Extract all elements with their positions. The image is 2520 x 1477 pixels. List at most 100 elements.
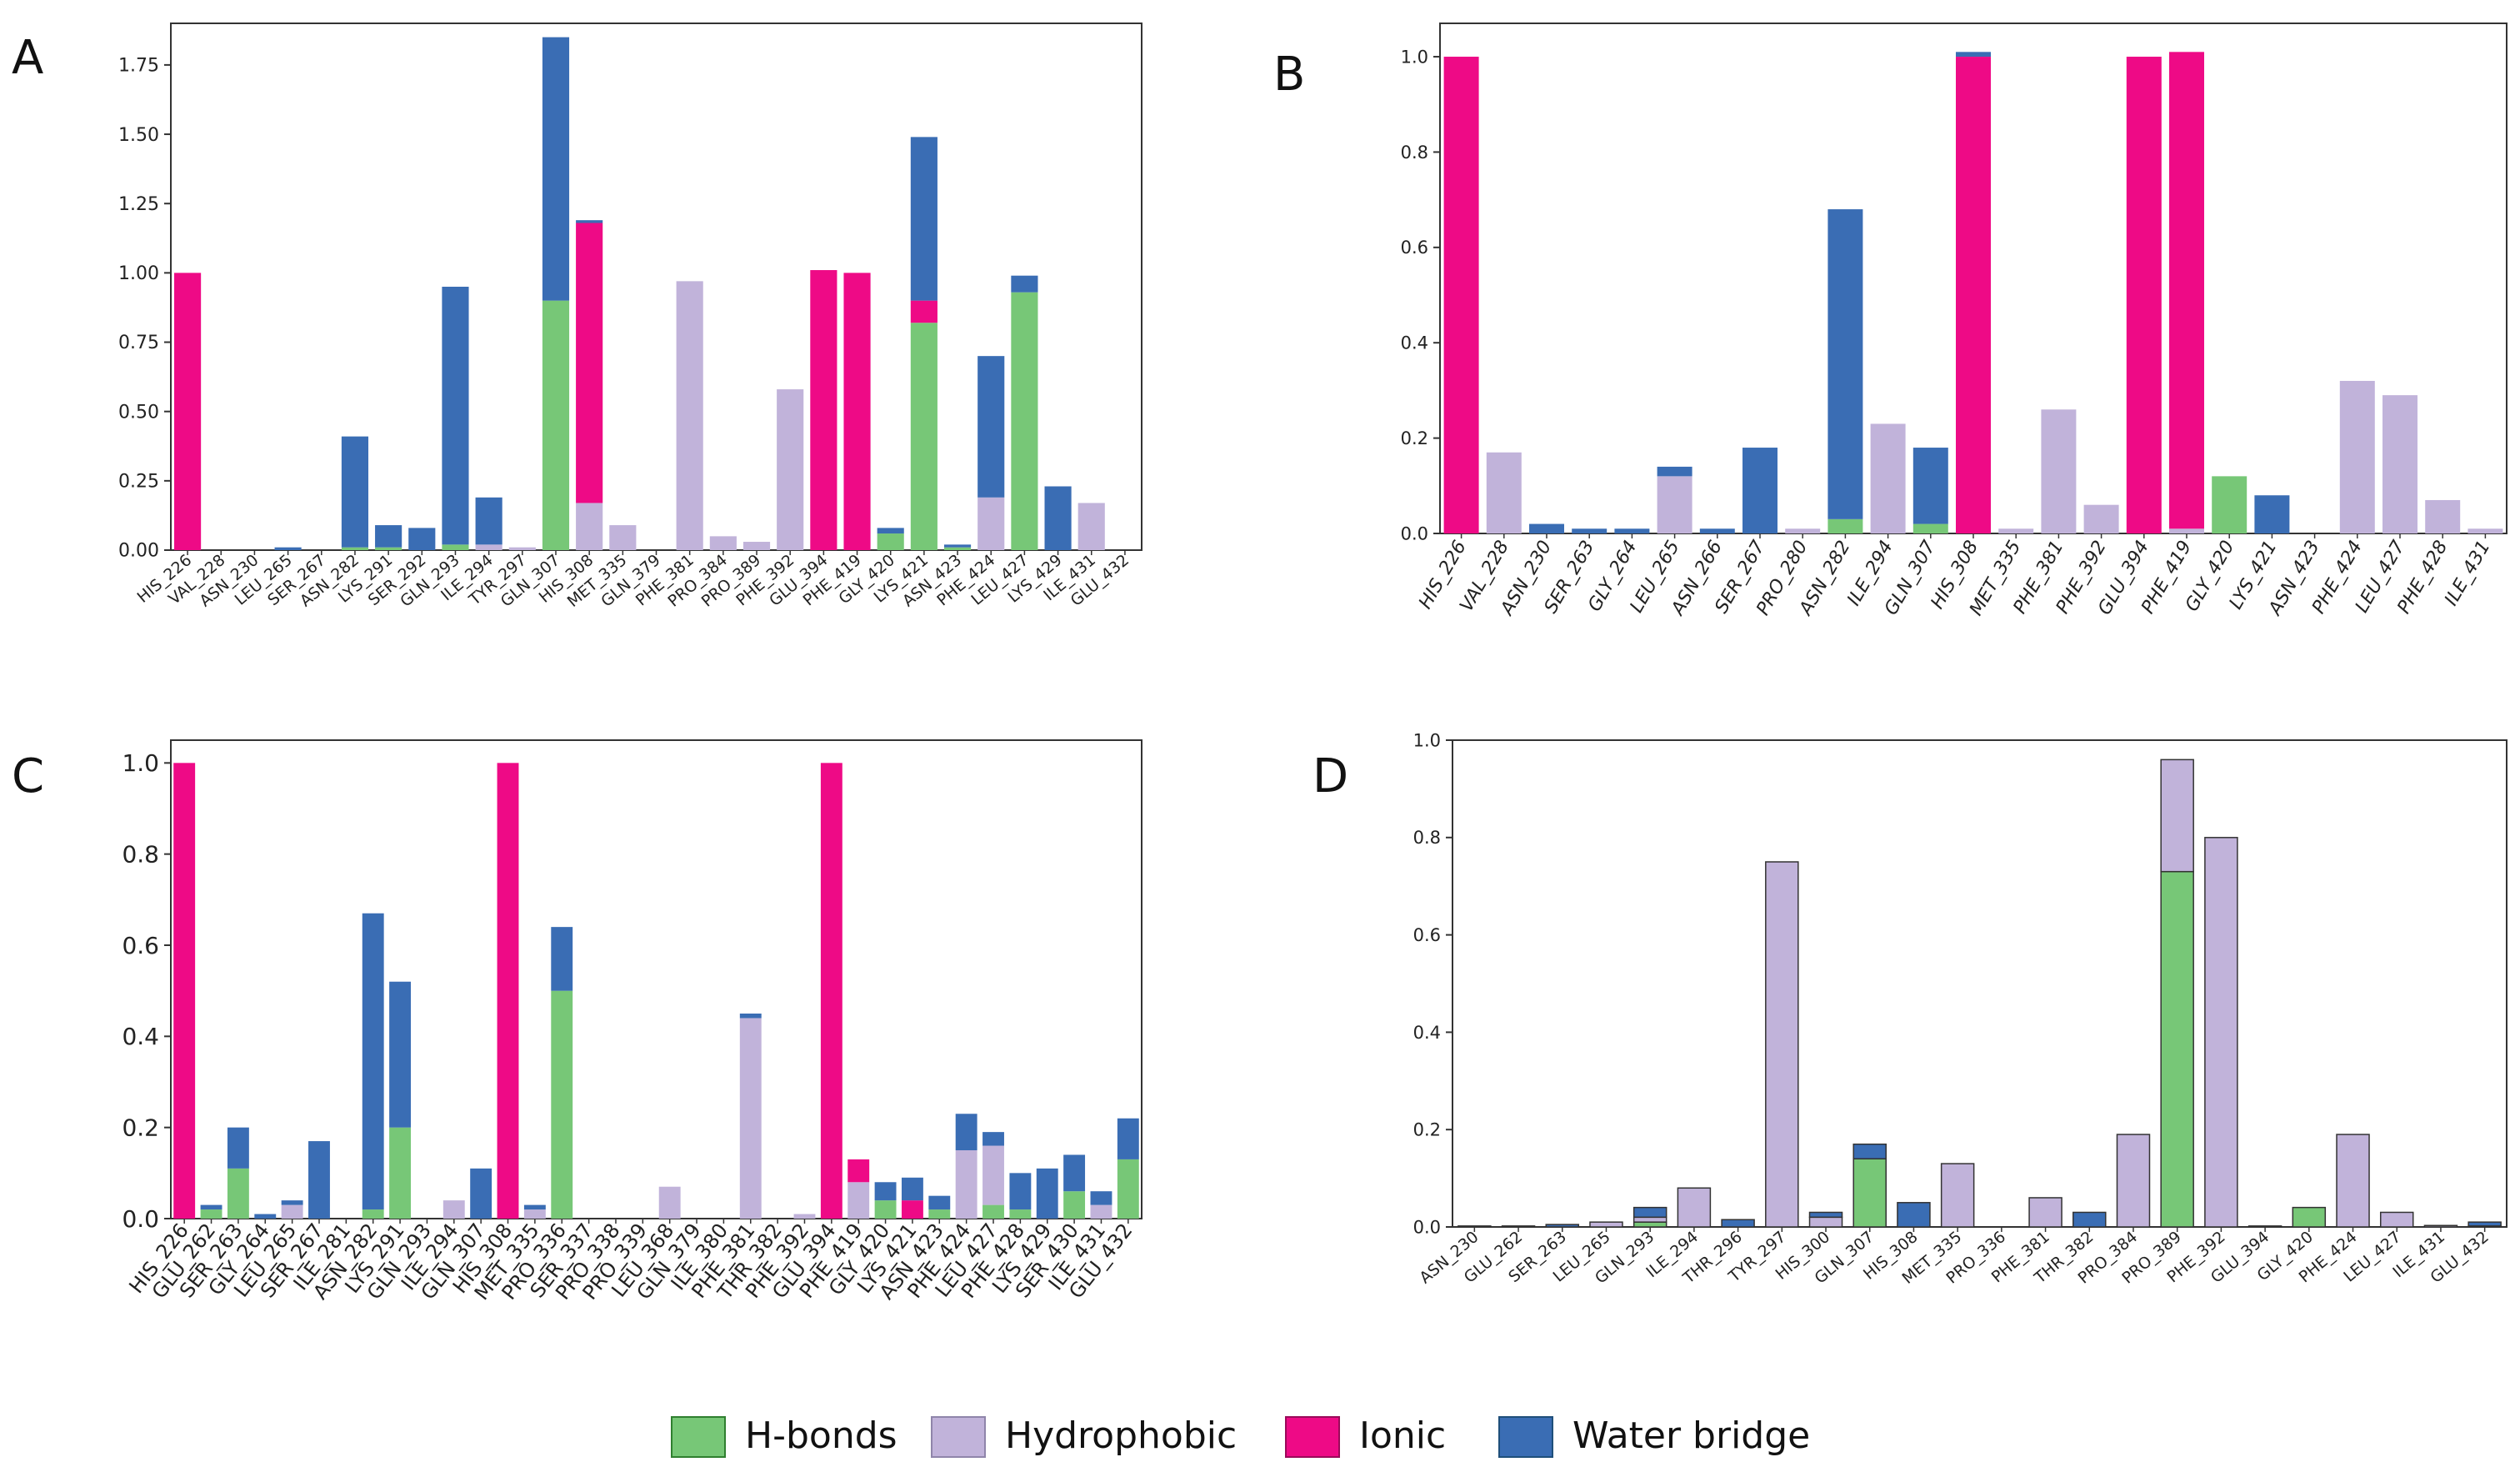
bar-water-bridge — [982, 1132, 1004, 1146]
bar-water-bridge — [1009, 1173, 1032, 1210]
bar-hbonds — [200, 1209, 222, 1219]
bar-water-bridge — [576, 220, 603, 223]
bar-ionic — [910, 300, 938, 323]
y-tick-label: 1.0 — [1401, 47, 1428, 67]
bar-water-bridge — [308, 1141, 330, 1219]
bar-hydrophobic — [281, 1204, 303, 1219]
bar-hydrophobic — [2382, 395, 2418, 533]
legend-item-hydrophobic: Hydrophobic — [931, 1414, 1237, 1458]
bar-water-bridge — [1912, 448, 1948, 524]
bar-hydrophobic — [2204, 837, 2238, 1228]
bar-hydrophobic — [709, 536, 737, 550]
chart-panel-c: C0.00.20.40.60.81.0HIS_226GLU_262SER_263… — [12, 739, 1142, 1304]
bar-water-bridge — [523, 1204, 546, 1210]
y-tick-label: 0.0 — [1401, 523, 1428, 543]
bar-hydrophobic — [978, 497, 1005, 550]
y-tick-label: 1.00 — [118, 263, 159, 284]
legend-swatch — [671, 1416, 726, 1458]
bar-water-bridge — [1063, 1154, 1086, 1192]
bar-hbonds — [227, 1168, 249, 1219]
y-tick-label: 1.75 — [118, 56, 159, 77]
bar-ionic — [174, 273, 202, 550]
panel-label: D — [1312, 749, 1348, 804]
bar-hbonds — [1063, 1191, 1086, 1219]
bar-hbonds — [943, 547, 972, 550]
bar-water-bridge — [1614, 528, 1650, 533]
panel-label: B — [1273, 48, 1305, 102]
bar-water-bridge — [1721, 1219, 1755, 1228]
y-tick-label: 0.0 — [122, 1205, 159, 1233]
bar-hydrophobic — [2423, 1224, 2458, 1228]
y-tick-label: 0.0 — [1413, 1217, 1441, 1237]
bar-water-bridge — [928, 1195, 951, 1210]
bar-water-bridge — [1036, 1168, 1058, 1219]
chart-panel-a: A0.000.250.500.751.001.251.501.75HIS_226… — [12, 23, 1142, 611]
bar-ionic — [820, 763, 842, 1219]
bar-hydrophobic — [982, 1145, 1004, 1205]
bar-hydrophobic — [1090, 1204, 1112, 1219]
bar-water-bridge — [2468, 1221, 2502, 1227]
bar-hydrophobic — [1785, 528, 1821, 533]
y-tick-label: 0.6 — [122, 932, 159, 959]
bar-hydrophobic — [475, 544, 502, 550]
y-tick-label: 0.4 — [1413, 1023, 1441, 1043]
bar-hydrophobic — [2028, 1197, 2062, 1228]
bar-water-bridge — [1657, 466, 1692, 477]
bar-ionic — [497, 763, 519, 1219]
bar-water-bridge — [551, 927, 573, 991]
bar-water-bridge — [281, 1200, 303, 1205]
bar-hydrophobic — [1486, 452, 1522, 533]
legend-item-ionic: Ionic — [1285, 1414, 1446, 1458]
bar-ionic — [1443, 57, 1479, 534]
bar-hydrophobic — [508, 547, 536, 550]
bar-hbonds — [982, 1204, 1004, 1219]
y-tick-label: 0.2 — [1401, 428, 1428, 448]
bar-water-bridge — [475, 497, 502, 545]
bar-water-bridge — [874, 1182, 897, 1201]
bar-hbonds — [928, 1209, 951, 1219]
bar-water-bridge — [1852, 1143, 1887, 1159]
panel-label: A — [12, 31, 43, 85]
bar-water-bridge — [739, 1014, 762, 1019]
legend-swatch — [931, 1416, 986, 1458]
bar-hbonds — [389, 1127, 412, 1219]
legend-item-hbonds: H-bonds — [671, 1414, 898, 1458]
bar-hydrophobic — [739, 1018, 762, 1219]
bar-water-bridge — [389, 981, 412, 1128]
bar-hbonds — [2212, 476, 2248, 533]
plot-frame — [170, 739, 1142, 1219]
bar-water-bridge — [470, 1168, 492, 1219]
bar-hydrophobic — [848, 1182, 870, 1219]
bar-hbonds — [542, 300, 570, 550]
bar-hbonds — [341, 547, 369, 550]
bar-hydrophobic — [2425, 499, 2461, 533]
bar-hydrophobic — [1870, 423, 1906, 533]
bar-hbonds — [1828, 518, 1863, 533]
bar-hydrophobic — [955, 1150, 978, 1219]
bar-water-bridge — [341, 436, 369, 548]
bar-hbonds — [1852, 1158, 1887, 1228]
y-tick-label: 1.0 — [122, 749, 159, 777]
bar-water-bridge — [955, 1114, 978, 1150]
bar-hydrophobic — [2248, 1225, 2282, 1228]
bar-ionic — [2126, 57, 2162, 534]
bar-hydrophobic — [2468, 528, 2503, 533]
bar-hbonds — [874, 1200, 897, 1219]
bar-hydrophobic — [1078, 503, 1105, 550]
y-tick-label: 0.50 — [118, 402, 159, 423]
bar-water-bridge — [1044, 486, 1072, 550]
bar-ionic — [843, 273, 871, 550]
y-tick-label: 0.8 — [122, 840, 159, 868]
y-tick-label: 0.6 — [1401, 238, 1428, 258]
bar-hydrophobic — [1589, 1221, 1623, 1228]
bar-water-bridge — [1572, 528, 1608, 533]
bar-water-bridge — [254, 1214, 277, 1219]
bar-water-bridge — [2254, 495, 2290, 533]
bar-hydrophobic — [1940, 1163, 1975, 1228]
bar-hydrophobic — [442, 1200, 465, 1219]
plot-frame — [1452, 739, 2508, 1228]
bar-water-bridge — [200, 1204, 222, 1210]
chart-panels: A0.000.250.500.751.001.251.501.75HIS_226… — [12, 23, 2508, 1304]
legend-swatch — [1498, 1416, 1553, 1458]
